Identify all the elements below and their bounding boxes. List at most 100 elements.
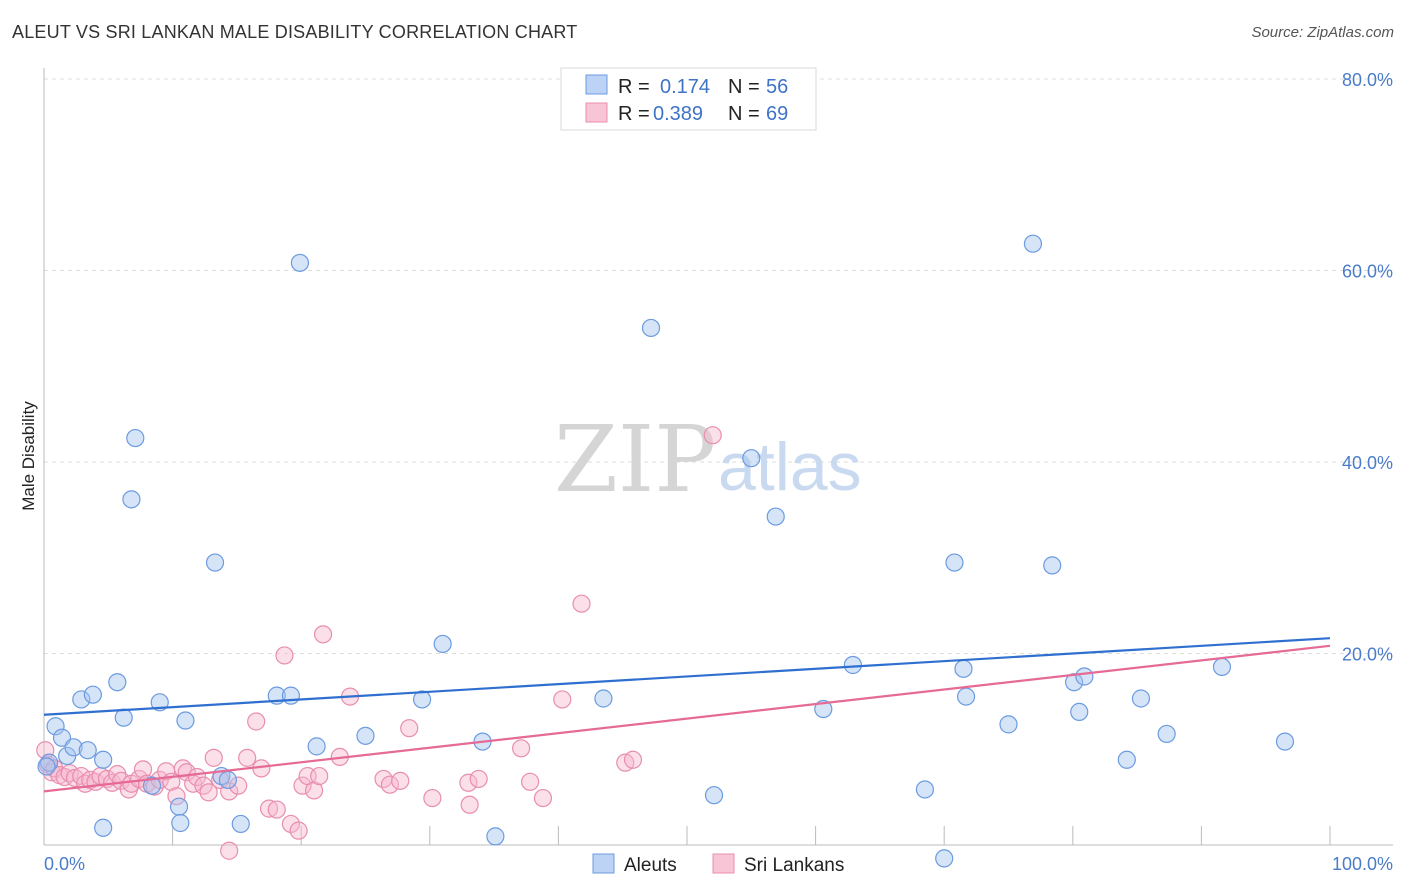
aleut-point-54 [1275,732,1295,751]
sri-lankan-point-64 [553,690,572,709]
sri-lankan-point-26 [167,787,186,806]
legend-r-label-1: R = [618,76,650,98]
sri-lankan-point-32 [199,783,218,802]
y-tick-labels: 20.0% 40.0% 60.0% 80.0% [1342,70,1393,665]
source-credit: Source: ZipAtlas.com [1251,24,1394,41]
aleut-point-1 [46,717,65,736]
aleut-point-34 [704,786,724,805]
sri-lankan-point-38 [238,748,257,767]
aleut-point-17 [171,813,190,833]
legend-r-label-2: R = [618,103,650,125]
aleut-point-38 [843,655,862,675]
sri-lankan-point-41 [259,799,279,818]
sri-lankan-point-63 [533,788,553,808]
y-tick-label-80: 80.0% [1342,70,1393,90]
gridlines [44,78,1393,654]
sri-lankan-point-37 [229,776,248,795]
sri-lankan-point-56 [400,719,419,738]
bottom-legend: Aleuts Sri Lankans [592,853,844,876]
legend-swatch-sri-lankans [585,102,608,123]
trend-line-sri-lankans [43,644,1331,793]
aleut-point-25 [290,253,310,272]
aleut-point-10 [108,673,127,692]
y-tick-label-20: 20.0% [1342,645,1393,665]
watermark-atlas: atlas [718,429,862,505]
sri-lankan-point-55 [391,771,410,790]
aleut-point-43 [956,687,976,706]
x-tick-label-max: 100.0% [1332,854,1393,874]
bottom-legend-label-aleuts: Aleuts [624,855,677,876]
legend-n-value-2: 69 [766,103,788,125]
aleut-point-51 [1131,689,1151,708]
aleut-point-37 [814,699,833,719]
aleut-point-55 [37,757,56,776]
aleut-point-35 [742,449,761,468]
sri-lankan-point-62 [521,772,540,791]
sri-lankan-point-65 [572,594,591,613]
sri-lankan-point-20 [133,760,153,779]
aleut-point-50 [1117,750,1136,769]
sri-lankan-point-45 [289,821,308,840]
aleut-point-28 [412,690,432,709]
aleut-point-16 [169,797,189,816]
aleut-point-33 [641,318,661,338]
aleut-point-9 [94,818,113,837]
aleut-point-6 [78,741,97,760]
sri-lankan-point-36 [220,841,239,860]
watermark-zip: ZIP [554,406,716,513]
bottom-legend-swatch-aleuts [592,853,615,874]
aleut-point-21 [218,770,237,789]
x-tick-label-min: 0.0% [44,854,85,874]
aleut-point-44 [999,715,1018,734]
aleut-point-53 [1212,657,1232,677]
chart-title: ALEUT VS SRI LANKAN MALE DISABILITY CORR… [12,22,578,42]
aleut-point-19 [205,553,225,572]
sri-lankan-point-49 [310,766,329,786]
aleut-point-46 [1043,556,1062,575]
sri-lankan-point-7 [65,768,84,788]
bottom-legend-swatch-sri-lankans [712,853,735,874]
aleut-point-45 [1023,234,1043,253]
aleut-point-32 [594,689,613,708]
legend-n-label-1: N = [728,76,760,98]
sri-lankan-point-43 [275,646,294,665]
y-axis-title: Male Disability [19,401,38,511]
sri-lankan-point-35 [220,782,239,801]
aleut-point-40 [935,849,954,868]
aleut-point-8 [94,750,113,769]
legend: R = 0.174 N = 56 R = 0.389 N = 69 [560,67,817,131]
aleut-point-14 [142,776,162,795]
sri-lankan-point-59 [460,795,479,814]
aleut-point-36 [766,507,785,526]
bottom-legend-label-sri-lankans: Sri Lankans [744,855,844,876]
sri-lankan-point-57 [423,788,442,808]
aleut-point-27 [356,726,375,745]
aleut-point-52 [1157,724,1176,744]
sri-lankan-point-68 [703,426,722,445]
sri-lankan-point-46 [293,776,312,795]
y-tick-label-40: 40.0% [1342,453,1393,473]
aleut-point-12 [126,428,145,448]
sri-lankan-point-54 [380,775,400,794]
x-axis-ticks [172,826,1331,845]
sri-lankan-point-42 [267,800,286,819]
sri-lankan-point-60 [469,769,488,789]
series-aleuts [37,234,1295,868]
aleut-point-4 [64,738,83,757]
sri-lankan-point-48 [304,781,324,800]
aleut-point-18 [176,711,195,730]
aleut-point-5 [72,690,91,709]
legend-n-label-2: N = [728,103,760,125]
aleut-point-48 [1070,702,1089,722]
aleut-point-49 [1075,667,1094,686]
y-tick-label-60: 60.0% [1342,262,1393,282]
legend-r-value-2: 0.389 [653,103,703,125]
legend-swatch-aleuts [585,74,608,95]
trend-line-aleuts [43,637,1331,716]
aleut-point-24 [281,686,301,705]
legend-r-value-1: 0.174 [660,76,710,98]
aleut-point-41 [945,553,964,572]
aleut-point-31 [486,827,505,846]
sri-lankan-point-67 [623,750,643,769]
